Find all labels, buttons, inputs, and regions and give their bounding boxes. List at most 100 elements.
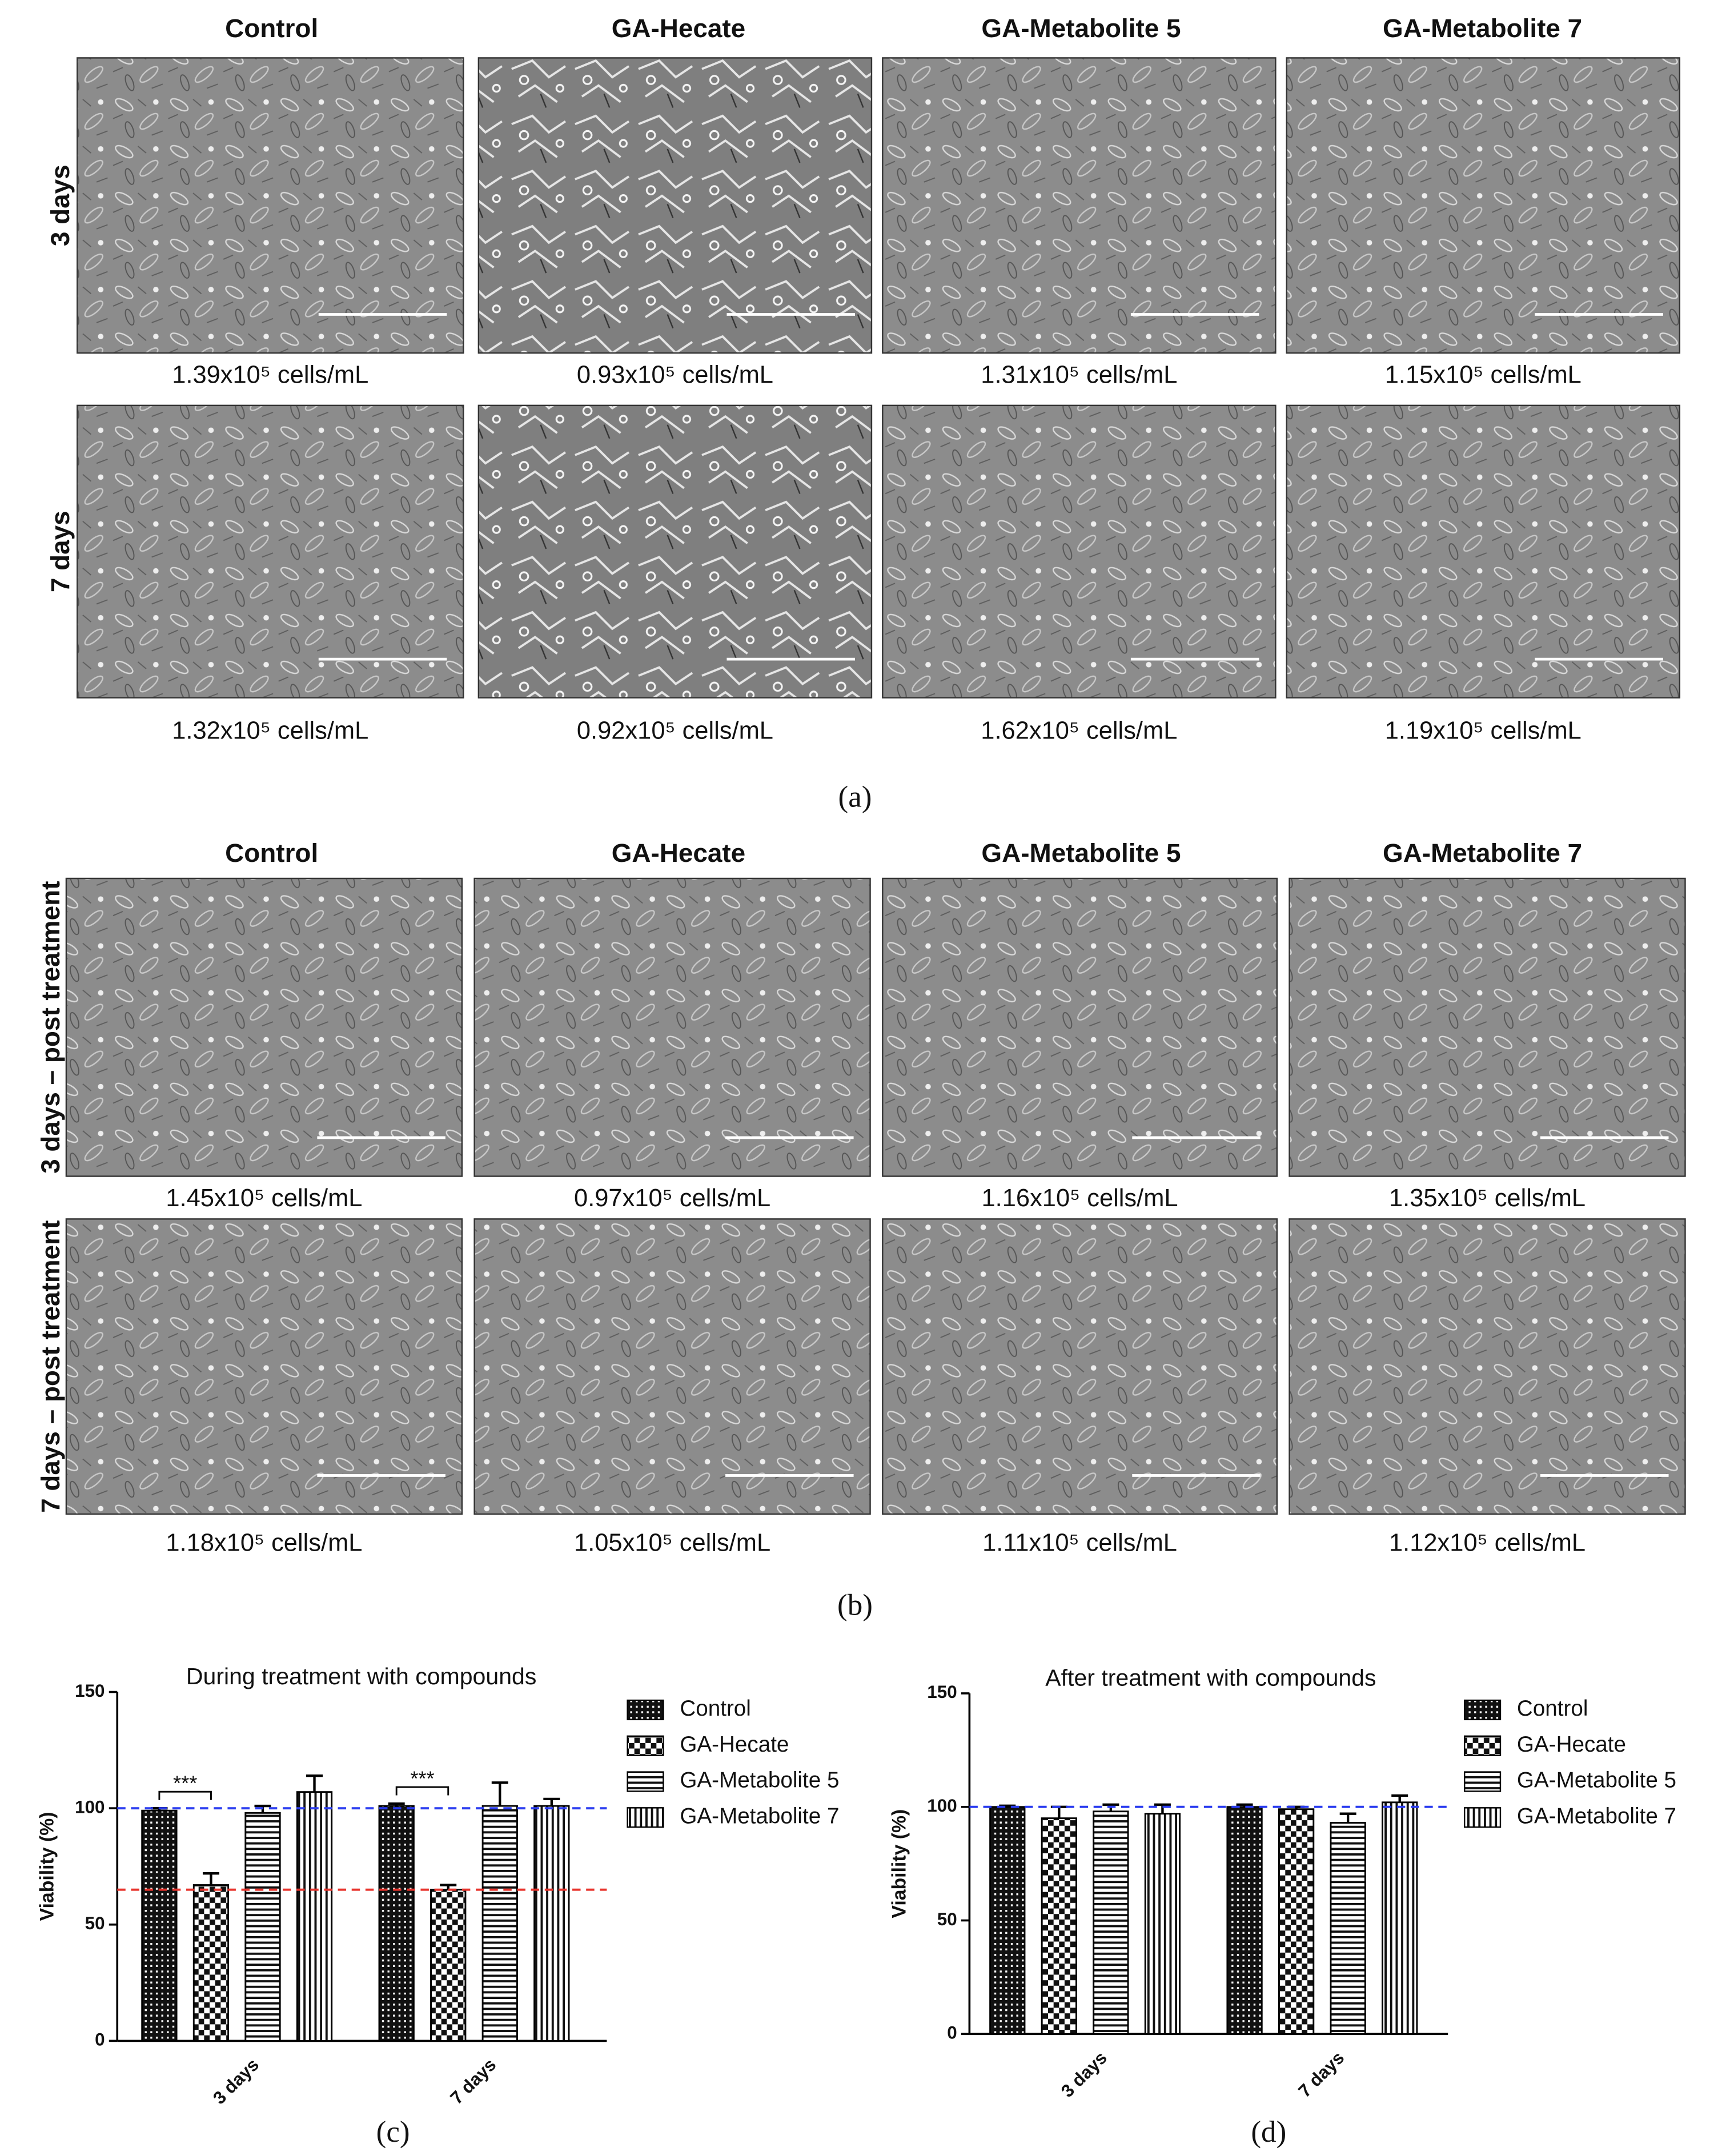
bar [1093, 1810, 1129, 2035]
column-header: GA-Metabolite 7 [1383, 838, 1582, 868]
micrograph [477, 57, 873, 354]
error-bar [1339, 1812, 1356, 1823]
column-header: GA-Hecate [612, 838, 745, 868]
cell-count: 0.92x10⁵ cells/mL [577, 717, 773, 745]
y-tick-label: 0 [95, 2030, 105, 2050]
micrograph [65, 877, 463, 1177]
cell-count: 1.31x10⁵ cells/mL [981, 362, 1177, 389]
bar [1382, 1801, 1418, 2035]
significance-bracket [395, 1786, 449, 1796]
legend-swatch [1463, 1699, 1502, 1721]
cell-count: 0.93x10⁵ cells/mL [577, 362, 773, 389]
cell-count: 1.11x10⁵ cells/mL [982, 1529, 1177, 1557]
bar [1144, 1813, 1181, 2035]
cell-count: 0.97x10⁵ cells/mL [574, 1185, 770, 1212]
micrograph [473, 877, 871, 1177]
bar [1226, 1806, 1263, 2035]
micrograph [1286, 57, 1681, 354]
legend-label: GA-Hecate [1517, 1732, 1626, 1757]
column-header: GA-Hecate [612, 13, 745, 43]
cell-count: 1.12x10⁵ cells/mL [1389, 1529, 1585, 1557]
bar [1041, 1817, 1077, 2035]
legend-label: Control [680, 1696, 751, 1721]
significance-label: *** [173, 1772, 197, 1795]
cell-count: 1.05x10⁵ cells/mL [574, 1529, 770, 1557]
y-axis-label: Viability (%) [889, 1809, 910, 1918]
cell-count: 1.62x10⁵ cells/mL [981, 717, 1177, 745]
cell-count: 1.45x10⁵ cells/mL [166, 1185, 362, 1212]
bar [141, 1809, 178, 2042]
y-tick-label: 150 [927, 1682, 957, 1702]
error-bar [202, 1872, 219, 1885]
error-bar [543, 1797, 560, 1806]
y-tick-label: 100 [927, 1796, 957, 1816]
row-label: 3 days – post treatment [35, 881, 65, 1174]
cell-count: 1.35x10⁵ cells/mL [1389, 1185, 1585, 1212]
column-header: Control [225, 13, 318, 43]
micrograph [77, 57, 464, 354]
micrograph [1286, 404, 1681, 698]
legend-swatch [1463, 1807, 1502, 1828]
column-header: GA-Metabolite 5 [981, 838, 1181, 868]
legend-label: GA-Metabolite 7 [1517, 1804, 1676, 1828]
error-bar [254, 1804, 271, 1813]
micrograph [77, 404, 464, 698]
legend-swatch [1463, 1771, 1502, 1792]
y-axis-label: Viability (%) [36, 1812, 58, 1921]
micrograph [473, 1218, 871, 1515]
legend-swatch [627, 1771, 664, 1792]
bar [192, 1884, 230, 2042]
error-bar [1236, 1803, 1253, 1807]
error-bar [1391, 1794, 1408, 1802]
micrograph [1288, 877, 1686, 1177]
legend-label: GA-Hecate [680, 1732, 789, 1757]
bar [481, 1805, 518, 2042]
panel-label: (a) [838, 781, 872, 814]
error-bar [306, 1774, 323, 1792]
bar [1330, 1822, 1366, 2035]
legend-label: GA-Metabolite 5 [680, 1768, 839, 1793]
cell-count: 1.19x10⁵ cells/mL [1385, 717, 1581, 745]
panel-label: (c) [376, 2115, 410, 2149]
y-tick-label: 50 [937, 1909, 957, 1929]
error-bar [1102, 1803, 1119, 1812]
cell-count: 1.39x10⁵ cells/mL [172, 362, 368, 389]
legend-label: Control [1517, 1696, 1588, 1721]
row-label: 7 days [45, 511, 75, 592]
cell-count: 1.15x10⁵ cells/mL [1385, 362, 1581, 389]
cell-count: 1.18x10⁵ cells/mL [166, 1529, 362, 1557]
column-header: GA-Metabolite 5 [981, 13, 1181, 43]
y-tick-label: 50 [85, 1913, 105, 1933]
significance-label: *** [410, 1767, 434, 1790]
bar [430, 1889, 467, 2042]
row-label: 7 days – post treatment [35, 1220, 65, 1513]
chart-title: After treatment with compounds [1045, 1665, 1376, 1691]
micrograph [882, 404, 1277, 698]
bar [533, 1805, 570, 2042]
legend-label: GA-Metabolite 7 [680, 1804, 839, 1828]
panel-label: (d) [1251, 2115, 1286, 2149]
cell-count: 1.16x10⁵ cells/mL [982, 1185, 1178, 1212]
legend-label: GA-Metabolite 5 [1517, 1768, 1676, 1793]
panel-label: (b) [837, 1588, 873, 1621]
legend-swatch [627, 1807, 664, 1828]
bar [296, 1791, 333, 2042]
bar [378, 1805, 415, 2042]
column-header: Control [225, 838, 318, 868]
bar [989, 1806, 1026, 2035]
micrograph [882, 877, 1278, 1177]
error-bar [999, 1804, 1016, 1807]
y-tick-label: 150 [75, 1681, 105, 1701]
significance-bracket [158, 1790, 212, 1800]
bar [1278, 1808, 1315, 2035]
bar [244, 1812, 281, 2042]
micrograph [65, 1218, 463, 1515]
chart-title: During treatment with compounds [186, 1663, 537, 1689]
column-header: GA-Metabolite 7 [1383, 13, 1582, 43]
micrograph [1288, 1218, 1686, 1515]
micrograph [477, 404, 873, 698]
cell-count: 1.32x10⁵ cells/mL [172, 717, 368, 745]
micrograph [882, 1218, 1278, 1515]
legend-swatch [1463, 1735, 1502, 1756]
